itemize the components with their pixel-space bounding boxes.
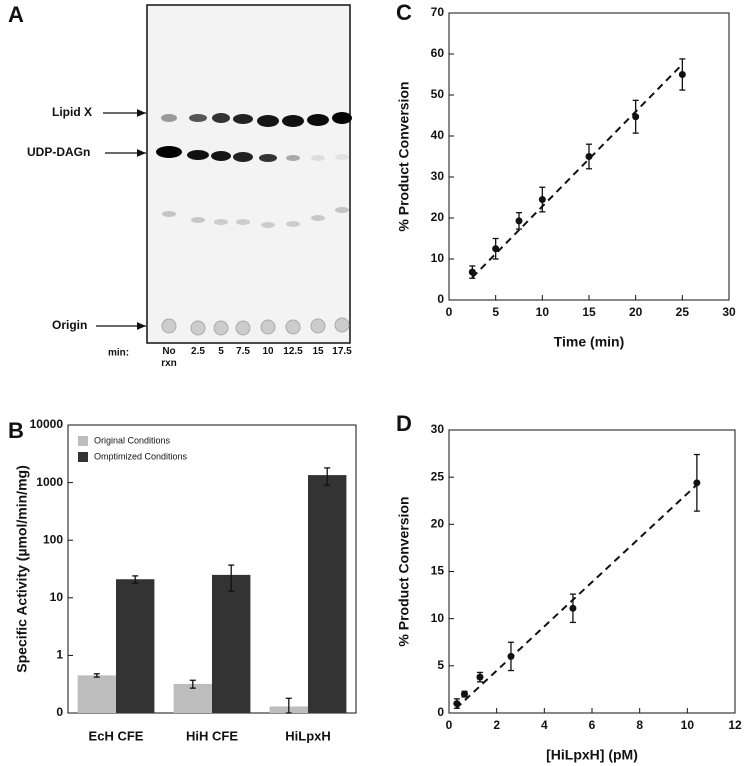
lane-label-box: 15 bbox=[312, 346, 324, 357]
x-tick-label: 8 bbox=[636, 718, 643, 732]
lane-label: 17.5 bbox=[332, 346, 352, 357]
trendline bbox=[455, 483, 698, 710]
x-tick-label: 6 bbox=[589, 718, 596, 732]
y-tick-label: 15 bbox=[431, 564, 445, 578]
gel-panel: A Lipid X UDP-DAGn Origin min: bbox=[8, 2, 352, 359]
y-tick-label: 1000 bbox=[36, 475, 63, 489]
point bbox=[515, 217, 523, 225]
point bbox=[569, 604, 577, 612]
plot-frame bbox=[448, 429, 736, 714]
x-tick-label: 12 bbox=[728, 718, 742, 732]
gel-image bbox=[146, 4, 351, 344]
bar bbox=[77, 675, 116, 713]
panel-label: A bbox=[8, 2, 24, 27]
point bbox=[476, 673, 484, 681]
x-tick-label: 4 bbox=[541, 718, 548, 732]
x-tick-label: 5 bbox=[492, 305, 499, 319]
y-axis-label: % Product Conversion bbox=[396, 81, 412, 231]
y-tick-label: 10 bbox=[50, 590, 64, 604]
x-tick-label: 20 bbox=[629, 305, 643, 319]
point bbox=[632, 113, 640, 121]
lane-axis-label: min: bbox=[108, 348, 129, 359]
lane-label: 2.5 bbox=[191, 346, 205, 357]
lane-label-box: 2.5 bbox=[191, 346, 205, 357]
x-tick-label: HiLpxH bbox=[285, 728, 331, 743]
legend-label: Original Conditions bbox=[94, 435, 171, 445]
point bbox=[693, 479, 701, 487]
x-tick-label: HiH CFE bbox=[186, 728, 238, 743]
lane-label: No rxn bbox=[161, 346, 177, 369]
y-tick-label: 20 bbox=[431, 210, 445, 224]
lane-label: 5 bbox=[218, 346, 224, 357]
y-tick-label: 0 bbox=[437, 292, 444, 306]
lane-label: 15 bbox=[312, 346, 324, 357]
y-tick-label: 100 bbox=[43, 532, 63, 546]
y-tick-label: 10 bbox=[431, 251, 445, 265]
y-tick-label: 10000 bbox=[30, 417, 64, 431]
point bbox=[507, 652, 515, 660]
y-axis-label: Specific Activity (µmol/min/mg) bbox=[14, 465, 30, 672]
lane-label-box: No rxn bbox=[161, 346, 177, 369]
x-tick-label: 10 bbox=[536, 305, 550, 319]
point bbox=[585, 153, 593, 160]
x-tick-label: 30 bbox=[722, 305, 736, 319]
point bbox=[468, 268, 476, 276]
lane-label-box: 12.5 bbox=[283, 346, 303, 357]
lane-label-box: 10 bbox=[262, 346, 274, 357]
lane-label: 12.5 bbox=[283, 346, 303, 357]
point bbox=[538, 196, 546, 204]
panel-label: C bbox=[396, 0, 412, 25]
y-tick-label: 60 bbox=[431, 46, 445, 60]
legend-label: Omptimized Conditions bbox=[94, 451, 188, 461]
lane-label-box: 7.5 bbox=[236, 346, 250, 357]
legend-swatch bbox=[78, 436, 88, 446]
lane-label: 7.5 bbox=[236, 346, 250, 357]
bar bbox=[308, 475, 347, 713]
band-label: Lipid X bbox=[52, 105, 92, 119]
point bbox=[492, 245, 500, 253]
bar bbox=[212, 574, 251, 713]
y-tick-label: 5 bbox=[437, 658, 444, 672]
x-axis-label: Time (min) bbox=[554, 334, 625, 350]
legend-swatch bbox=[78, 452, 88, 462]
point bbox=[453, 700, 461, 708]
x-tick-label: 2 bbox=[493, 718, 500, 732]
x-tick-label: 0 bbox=[446, 718, 453, 732]
y-tick-label: 1 bbox=[56, 648, 63, 662]
lane-label-box: 17.5 bbox=[332, 346, 352, 357]
y-tick-label: 50 bbox=[431, 87, 445, 101]
lane-label-box: 5 bbox=[218, 346, 224, 357]
x-axis-label: [HiLpxH] (pM) bbox=[546, 747, 638, 763]
x-tick-label: 25 bbox=[676, 305, 690, 319]
y-tick-label: 40 bbox=[431, 128, 445, 142]
y-axis-label: % Product Conversion bbox=[396, 496, 412, 646]
y-tick-label: 30 bbox=[431, 422, 445, 436]
panel-label: D bbox=[396, 411, 412, 436]
y-tick-label: 30 bbox=[431, 169, 445, 183]
x-tick-label: 10 bbox=[681, 718, 695, 732]
point bbox=[678, 71, 686, 78]
point bbox=[460, 690, 468, 698]
bar bbox=[116, 579, 155, 713]
y-tick-label: 25 bbox=[431, 469, 445, 483]
y-tick-label: 0 bbox=[437, 705, 444, 719]
x-tick-label: 15 bbox=[582, 305, 596, 319]
band-label: Origin bbox=[52, 318, 87, 332]
x-tick-label: 0 bbox=[446, 305, 453, 319]
lane-label: 10 bbox=[262, 346, 274, 357]
y-tick-label: 20 bbox=[431, 517, 445, 531]
panel-label: B bbox=[8, 418, 24, 443]
trendline bbox=[471, 63, 684, 279]
y-tick-label: 70 bbox=[431, 5, 445, 19]
y-tick-label: 10 bbox=[431, 611, 445, 625]
y-tick-label: 0 bbox=[56, 705, 63, 719]
x-tick-label: EcH CFE bbox=[89, 728, 144, 743]
band-label: UDP-DAGn bbox=[27, 145, 90, 159]
gel-bands bbox=[156, 112, 352, 336]
